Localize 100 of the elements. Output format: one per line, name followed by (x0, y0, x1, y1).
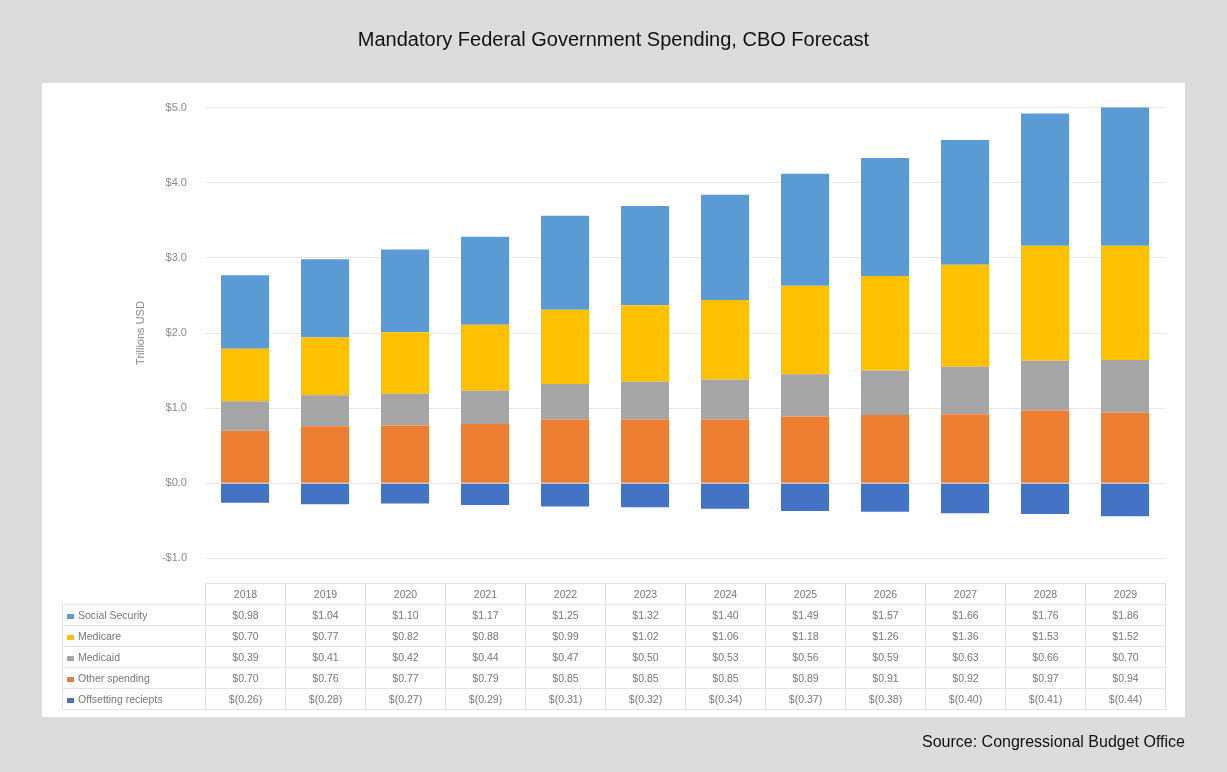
bar (781, 374, 829, 417)
bar (861, 370, 909, 415)
data-label: $0.85 (525, 667, 606, 689)
data-label: $0.47 (525, 646, 606, 668)
x-tick-label: 2022 (525, 583, 606, 605)
x-tick-label: 2023 (605, 583, 686, 605)
data-label: $(0.44) (1085, 688, 1166, 710)
bar (381, 425, 429, 483)
data-label: $0.92 (925, 667, 1006, 689)
data-label: $1.17 (445, 604, 526, 626)
data-label: $1.36 (925, 625, 1006, 647)
data-label: $0.76 (285, 667, 366, 689)
bar (701, 299, 749, 380)
bar (1101, 107, 1149, 246)
source-note: Source: Congressional Budget Office (922, 733, 1185, 751)
bar (941, 414, 989, 483)
data-label: $0.77 (285, 625, 366, 647)
bar (541, 384, 589, 420)
bar (1101, 360, 1149, 413)
x-tick-label: 2020 (365, 583, 446, 605)
bar (701, 483, 749, 509)
bar (1021, 360, 1069, 411)
data-label: $0.56 (765, 646, 846, 668)
bar (781, 416, 829, 483)
data-label: $1.10 (365, 604, 446, 626)
bar (621, 206, 669, 306)
data-label: $1.53 (1005, 625, 1086, 647)
bar (221, 430, 269, 483)
bar (621, 419, 669, 483)
bar (541, 215, 589, 310)
bar (941, 483, 989, 514)
x-tick-label: 2025 (765, 583, 846, 605)
data-label: $0.82 (365, 625, 446, 647)
bar (541, 483, 589, 507)
legend-label: Medicare (62, 625, 206, 647)
x-tick-label: 2027 (925, 583, 1006, 605)
bar (781, 173, 829, 286)
data-label: $0.85 (685, 667, 766, 689)
data-label: $0.88 (445, 625, 526, 647)
x-tick-label: 2029 (1085, 583, 1166, 605)
y-tick-label: $5.0 (165, 100, 187, 113)
bar (861, 275, 909, 371)
data-label: $0.53 (685, 646, 766, 668)
data-label: $0.98 (205, 604, 286, 626)
data-label: $0.50 (605, 646, 686, 668)
bar (1021, 410, 1069, 483)
bar (381, 332, 429, 394)
data-label: $1.04 (285, 604, 366, 626)
bar (541, 419, 589, 483)
data-label: $0.63 (925, 646, 1006, 668)
bar (301, 259, 349, 338)
bar (301, 483, 349, 505)
data-label: $(0.26) (205, 688, 286, 710)
data-label: $0.97 (1005, 667, 1086, 689)
bar (861, 157, 909, 276)
data-label: $1.02 (605, 625, 686, 647)
y-tick-label: -$1.0 (161, 551, 187, 564)
bar (621, 381, 669, 420)
data-label: $1.40 (685, 604, 766, 626)
data-label: $0.44 (445, 646, 526, 668)
x-tick-label: 2026 (845, 583, 926, 605)
data-label: $(0.27) (365, 688, 446, 710)
bar (701, 379, 749, 420)
data-label: $0.41 (285, 646, 366, 668)
bar (461, 236, 509, 325)
bar (381, 393, 429, 426)
bar (701, 194, 749, 300)
data-label: $0.70 (205, 667, 286, 689)
bar (301, 426, 349, 483)
y-tick-label: $2.0 (165, 326, 187, 339)
data-label: $0.89 (765, 667, 846, 689)
bar (221, 275, 269, 349)
x-tick-label: 2028 (1005, 583, 1086, 605)
bar (1101, 245, 1149, 361)
data-label: $0.59 (845, 646, 926, 668)
bar (461, 324, 509, 391)
data-label: $1.18 (765, 625, 846, 647)
data-label: $1.49 (765, 604, 846, 626)
legend-label: Social Security (62, 604, 206, 626)
bar (621, 483, 669, 508)
data-label: $(0.41) (1005, 688, 1086, 710)
data-label: $0.39 (205, 646, 286, 668)
bar (1101, 412, 1149, 483)
bar (461, 483, 509, 506)
chart-title: Mandatory Federal Government Spending, CBO Forecast (356, 28, 871, 51)
data-label: $1.86 (1085, 604, 1166, 626)
data-label: $(0.38) (845, 688, 926, 710)
data-label: $0.66 (1005, 646, 1086, 668)
y-tick-label: $0.0 (165, 476, 187, 489)
bar (461, 390, 509, 424)
data-label: $0.99 (525, 625, 606, 647)
bar (301, 395, 349, 427)
data-label: $1.66 (925, 604, 1006, 626)
data-label: $1.25 (525, 604, 606, 626)
bar (941, 264, 989, 367)
y-tick-label: $1.0 (165, 401, 187, 414)
bar (621, 305, 669, 382)
data-label: $1.06 (685, 625, 766, 647)
bar (1021, 483, 1069, 515)
bar (381, 249, 429, 333)
